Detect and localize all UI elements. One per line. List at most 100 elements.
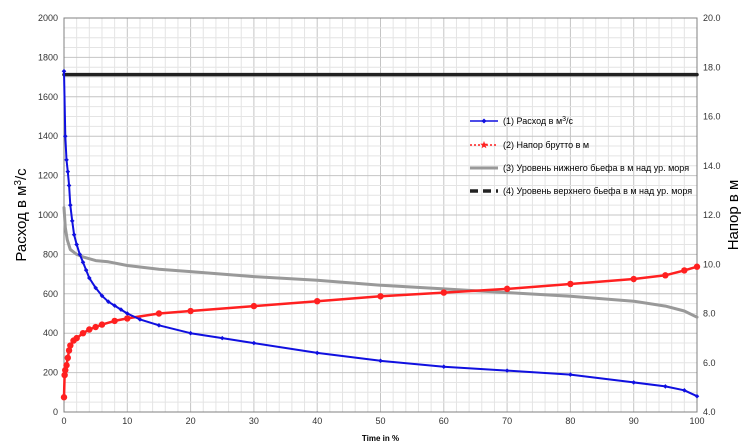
y-left-axis-title: Расход в м3/с	[13, 168, 31, 262]
y-right-tick-label: 12.0	[703, 210, 721, 220]
series-2-point	[250, 302, 258, 310]
y-right-tick-label: 20.0	[703, 13, 721, 23]
series-2-point	[98, 321, 106, 328]
legend-swatch-marker	[480, 141, 488, 149]
series-1-point	[77, 252, 83, 257]
legend-item-4: (4) Уровень верхнего бьефа в м над ур. м…	[470, 186, 692, 196]
series-1-point	[71, 232, 77, 237]
series-2-point	[111, 317, 118, 325]
x-axis-title: Time in %	[362, 434, 399, 443]
y-right-tick-label: 16.0	[703, 112, 721, 122]
series-1-point	[568, 372, 573, 377]
legend-swatch-marker	[481, 118, 487, 124]
grid	[63, 17, 698, 413]
y-left-tick-label: 1400	[38, 131, 58, 141]
legend-item-3: (3) Уровень нижнего бьефа в м над ур. мо…	[470, 163, 689, 173]
series-1-point	[68, 202, 73, 208]
series-2-point	[693, 263, 701, 270]
series-2	[60, 263, 701, 401]
series-1-point	[156, 323, 162, 328]
series-2-point	[440, 289, 447, 296]
legend-label: (3) Уровень нижнего бьефа в м над ур. мо…	[503, 163, 689, 173]
y-left-tick-label: 400	[43, 328, 58, 338]
series-1-point	[631, 380, 636, 385]
legend-item-2: (2) Напор брутто в м	[470, 140, 589, 150]
series-layer	[60, 68, 701, 401]
y-left-tick-label: 1200	[38, 171, 58, 181]
y-left-tick-label: 200	[43, 368, 58, 378]
series-2-point	[65, 347, 73, 354]
series-2-point	[64, 354, 71, 362]
series-1-point	[65, 169, 71, 174]
legend-label-sup: 3	[562, 116, 566, 123]
legend-label-main: (1) Расход в м	[503, 116, 562, 126]
y-right-tick-label: 4.0	[703, 407, 716, 417]
series-1-point	[251, 340, 257, 346]
y-left-axis-title-suffix: /с	[13, 168, 30, 180]
y-right-axis-title: Напор в м	[725, 180, 742, 251]
y-left-tick-labels: 0 200 400 600 800 1000 1200 1400 1600 1800 2000	[38, 13, 58, 417]
y-left-tick-label: 1800	[38, 52, 58, 62]
x-tick-label: 20	[186, 416, 196, 426]
series-2-point	[567, 280, 574, 288]
series-1-point	[83, 267, 89, 273]
legend: (1) Расход в м3/с (2) Напор брутто в м (3)…	[470, 116, 692, 196]
series-1-point	[69, 218, 75, 224]
x-tick-label: 50	[375, 416, 385, 426]
legend-label: (2) Напор брутто в м	[503, 140, 589, 150]
y-left-tick-label: 0	[53, 407, 58, 417]
series-1-point	[64, 157, 69, 163]
series-1-point	[188, 330, 193, 336]
series-2-point	[63, 362, 70, 369]
series-2-point	[67, 342, 74, 349]
series-2-point	[79, 330, 87, 337]
series-2-point	[62, 366, 69, 374]
y-right-tick-label: 8.0	[703, 309, 716, 319]
y-left-tick-label: 1000	[38, 210, 58, 220]
series-1-point	[694, 393, 700, 399]
y-left-tick-label: 600	[43, 289, 58, 299]
series-1-point	[93, 285, 98, 291]
series-3	[62, 206, 699, 319]
series-1-point	[87, 275, 92, 281]
series-1-point	[66, 183, 72, 188]
series-1-point	[74, 242, 79, 247]
x-tick-label: 0	[61, 416, 66, 426]
legend-item-1: (1) Расход в м3/с	[470, 116, 574, 127]
x-tick-label: 90	[629, 416, 639, 426]
series-2-point	[124, 315, 131, 322]
x-tick-labels: 0 10 20 30 40 50 60 70 80 90 100	[61, 416, 704, 426]
series-3-line	[62, 206, 699, 319]
x-tick-label: 30	[249, 416, 259, 426]
x-tick-label: 80	[565, 416, 575, 426]
x-tick-label: 60	[439, 416, 449, 426]
series-2-point	[73, 334, 80, 342]
series-1-point	[441, 364, 447, 369]
legend-label-suffix: /с	[566, 116, 574, 126]
series-1-point	[118, 307, 124, 312]
series-2-point	[61, 371, 68, 379]
series-2-point	[86, 326, 93, 333]
series-1-point	[99, 293, 105, 299]
x-tick-label: 100	[689, 416, 704, 426]
series-1-point	[504, 368, 510, 373]
legend-label-main: (4) Уровень верхнего бьефа в м над ур. м…	[503, 186, 692, 196]
series-2-point	[503, 285, 511, 293]
y-right-tick-label: 14.0	[703, 161, 721, 171]
series-1-point	[314, 350, 320, 356]
series-1-point	[106, 299, 111, 304]
y-left-tick-label: 2000	[38, 13, 58, 23]
series-2-point	[662, 272, 669, 279]
legend-label: (1) Расход в м3/с	[503, 116, 574, 127]
y-left-tick-label: 1600	[38, 92, 58, 102]
y-right-tick-label: 18.0	[703, 62, 721, 72]
series-1-point	[80, 259, 86, 265]
legend-label-main: (3) Уровень нижнего бьефа в м над ур. мо…	[503, 163, 689, 173]
series-1-point	[219, 335, 225, 341]
series-1-point	[663, 384, 668, 389]
legend-label-main: (2) Напор брутто в м	[503, 140, 589, 150]
series-2-point	[155, 310, 163, 317]
series-1	[61, 68, 700, 399]
series-1-point	[112, 303, 117, 308]
